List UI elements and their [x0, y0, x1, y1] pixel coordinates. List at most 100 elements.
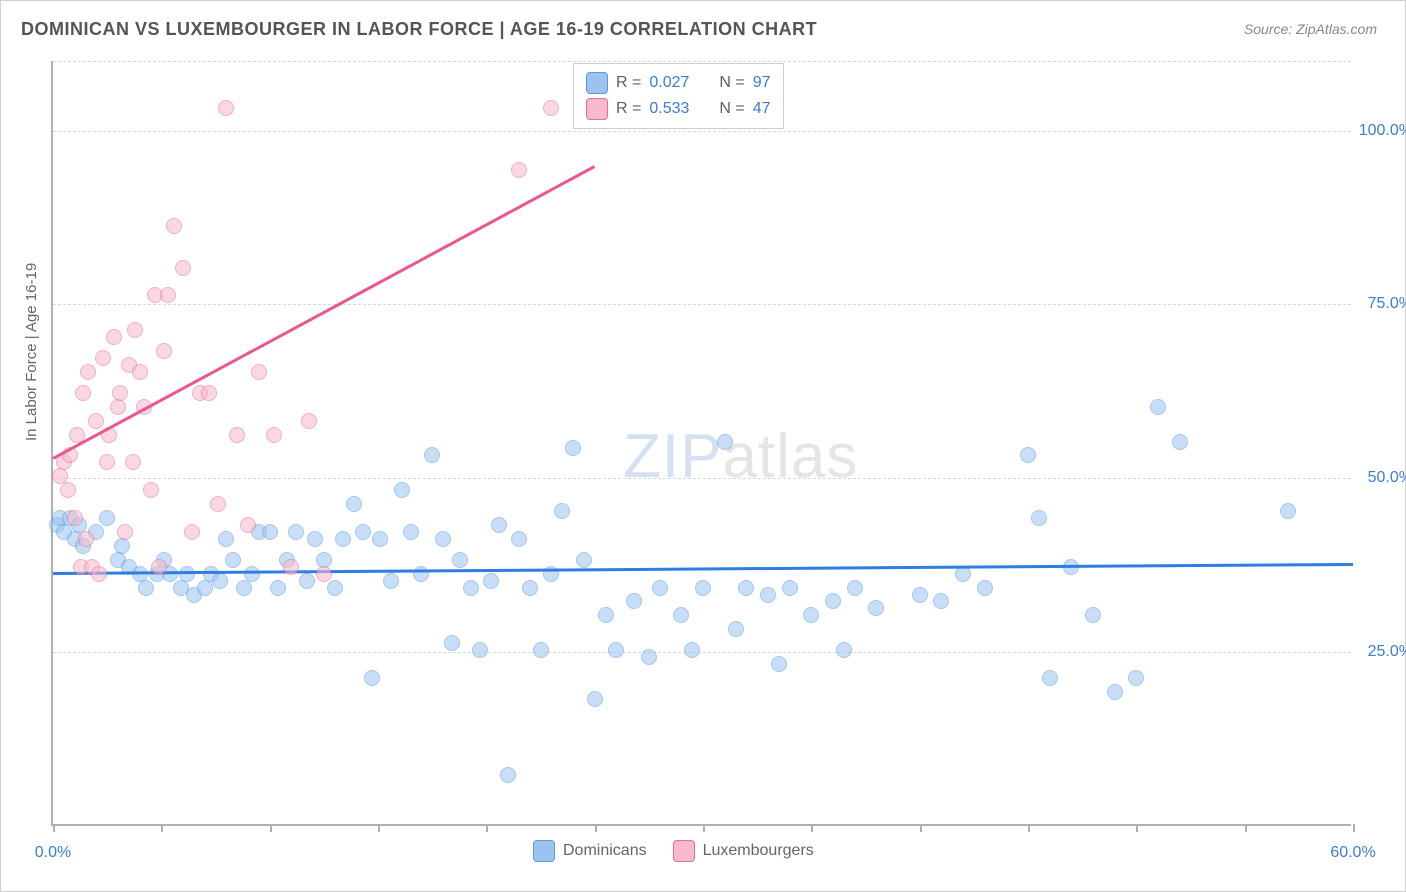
x-tick: [53, 824, 55, 832]
data-point: [229, 427, 245, 443]
data-point: [977, 580, 993, 596]
x-tick: [1353, 824, 1355, 832]
data-point: [114, 538, 130, 554]
n-value: 97: [753, 74, 771, 92]
data-point: [125, 454, 141, 470]
legend-stat-row: R =0.533N =47: [586, 96, 771, 122]
x-tick: [1028, 824, 1030, 832]
data-point: [244, 566, 260, 582]
r-value: 0.533: [649, 100, 689, 118]
x-tick-label: 0.0%: [35, 844, 71, 862]
x-tick: [161, 824, 163, 832]
data-point: [364, 670, 380, 686]
data-point: [138, 580, 154, 596]
data-point: [608, 642, 624, 658]
data-point: [67, 510, 83, 526]
data-point: [99, 510, 115, 526]
data-point: [511, 162, 527, 178]
chart-container: DOMINICAN VS LUXEMBOURGER IN LABOR FORCE…: [0, 0, 1406, 892]
data-point: [626, 593, 642, 609]
data-point: [587, 691, 603, 707]
data-point: [240, 517, 256, 533]
data-point: [522, 580, 538, 596]
watermark-zip: ZIP: [623, 422, 722, 491]
data-point: [95, 350, 111, 366]
data-point: [225, 552, 241, 568]
data-point: [78, 531, 94, 547]
data-point: [91, 566, 107, 582]
data-point: [372, 531, 388, 547]
data-point: [80, 364, 96, 380]
source-attribution: Source: ZipAtlas.com: [1244, 21, 1377, 37]
data-point: [847, 580, 863, 596]
data-point: [491, 517, 507, 533]
legend-swatch: [586, 98, 608, 120]
data-point: [251, 364, 267, 380]
data-point: [143, 482, 159, 498]
data-point: [236, 580, 252, 596]
data-point: [218, 531, 234, 547]
legend-item: Dominicans: [533, 840, 647, 862]
data-point: [112, 385, 128, 401]
y-tick-label: 100.0%: [1359, 122, 1406, 140]
data-point: [738, 580, 754, 596]
x-tick-label: 60.0%: [1330, 844, 1375, 862]
data-point: [1042, 670, 1058, 686]
data-point: [803, 607, 819, 623]
data-point: [1031, 510, 1047, 526]
data-point: [424, 447, 440, 463]
data-point: [641, 649, 657, 665]
data-point: [110, 399, 126, 415]
r-value: 0.027: [649, 74, 689, 92]
x-tick: [811, 824, 813, 832]
data-point: [335, 531, 351, 547]
data-point: [1085, 607, 1101, 623]
data-point: [1128, 670, 1144, 686]
data-point: [413, 566, 429, 582]
data-point: [307, 531, 323, 547]
data-point: [218, 100, 234, 116]
data-point: [288, 524, 304, 540]
data-point: [151, 559, 167, 575]
data-point: [695, 580, 711, 596]
data-point: [106, 329, 122, 345]
data-point: [346, 496, 362, 512]
x-tick: [1136, 824, 1138, 832]
data-point: [717, 434, 733, 450]
gridline: [53, 652, 1351, 653]
gridline: [53, 61, 1351, 62]
data-point: [933, 593, 949, 609]
data-point: [127, 322, 143, 338]
data-point: [156, 343, 172, 359]
data-point: [299, 573, 315, 589]
data-point: [472, 642, 488, 658]
legend-label: Dominicans: [563, 842, 647, 860]
data-point: [88, 413, 104, 429]
data-point: [210, 496, 226, 512]
gridline: [53, 478, 1351, 479]
data-point: [1280, 503, 1296, 519]
data-point: [673, 607, 689, 623]
data-point: [179, 566, 195, 582]
data-point: [684, 642, 700, 658]
data-point: [771, 656, 787, 672]
data-point: [825, 593, 841, 609]
data-point: [117, 524, 133, 540]
data-point: [435, 531, 451, 547]
data-point: [782, 580, 798, 596]
data-point: [60, 482, 76, 498]
data-point: [201, 385, 217, 401]
y-axis-label: In Labor Force | Age 16-19: [23, 263, 40, 441]
data-point: [394, 482, 410, 498]
data-point: [533, 642, 549, 658]
data-point: [99, 454, 115, 470]
n-label: N =: [719, 100, 744, 118]
data-point: [262, 524, 278, 540]
data-point: [283, 559, 299, 575]
data-point: [403, 524, 419, 540]
x-tick: [486, 824, 488, 832]
data-point: [1172, 434, 1188, 450]
data-point: [760, 587, 776, 603]
r-label: R =: [616, 100, 641, 118]
y-tick-label: 75.0%: [1368, 295, 1406, 313]
